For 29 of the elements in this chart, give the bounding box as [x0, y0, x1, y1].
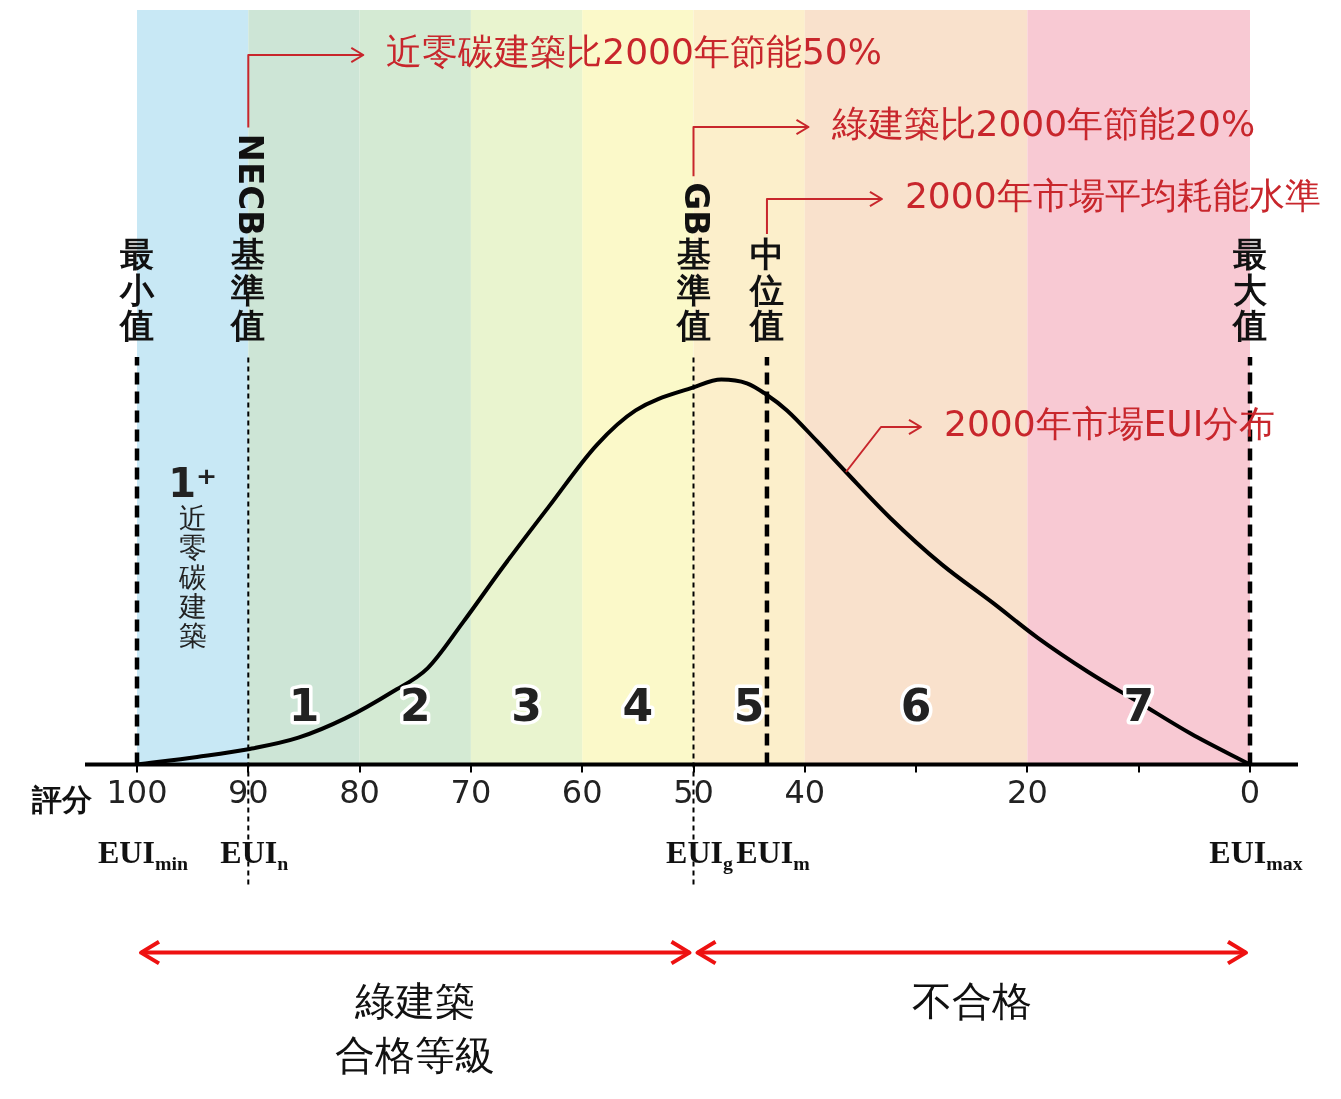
band-label: 5 [733, 679, 765, 731]
x-tick-label: 50 [673, 773, 714, 812]
ref-line-label: 最小值 [118, 233, 155, 346]
text: 不合格 [911, 977, 1032, 1024]
band-label: 3 [511, 679, 542, 731]
ref-line-label: GB基準值 [674, 182, 717, 346]
x-tick-label: 80 [339, 773, 380, 812]
ref-line-label: 中位值 [747, 233, 784, 346]
x-tick-label: 70 [450, 773, 492, 812]
x-tick-label: 20 [1007, 773, 1048, 812]
text: 綠建築 [354, 977, 476, 1024]
band-label: 1⁺ 近零碳建築 [168, 459, 218, 653]
text: 綠建築比2000年節能20% [830, 103, 1256, 145]
x-axis-title: 評分 [31, 782, 92, 818]
x-tick-label: 0 [1239, 773, 1261, 812]
band-label: 4 [622, 679, 654, 731]
x-tick-label: 90 [227, 773, 269, 812]
band-label: 6 [900, 679, 932, 731]
annotation: 2000年市場EUI分布 [943, 403, 1276, 445]
band-label: 1 [288, 679, 320, 731]
text: 合格等級 [335, 1031, 496, 1078]
x-tick-label: 100 [106, 773, 168, 812]
x-tick-label: 40 [784, 773, 826, 812]
text: 近零碳建築比2000年節能50% [386, 31, 882, 73]
band-label: 2 [399, 679, 431, 731]
text: 2000年市場平均耗能水準 [904, 175, 1321, 217]
x-tick-label: 60 [561, 773, 603, 812]
ref-line-label: 最大值 [1231, 233, 1267, 346]
ref-line-label: NECB基準值 [229, 133, 272, 346]
